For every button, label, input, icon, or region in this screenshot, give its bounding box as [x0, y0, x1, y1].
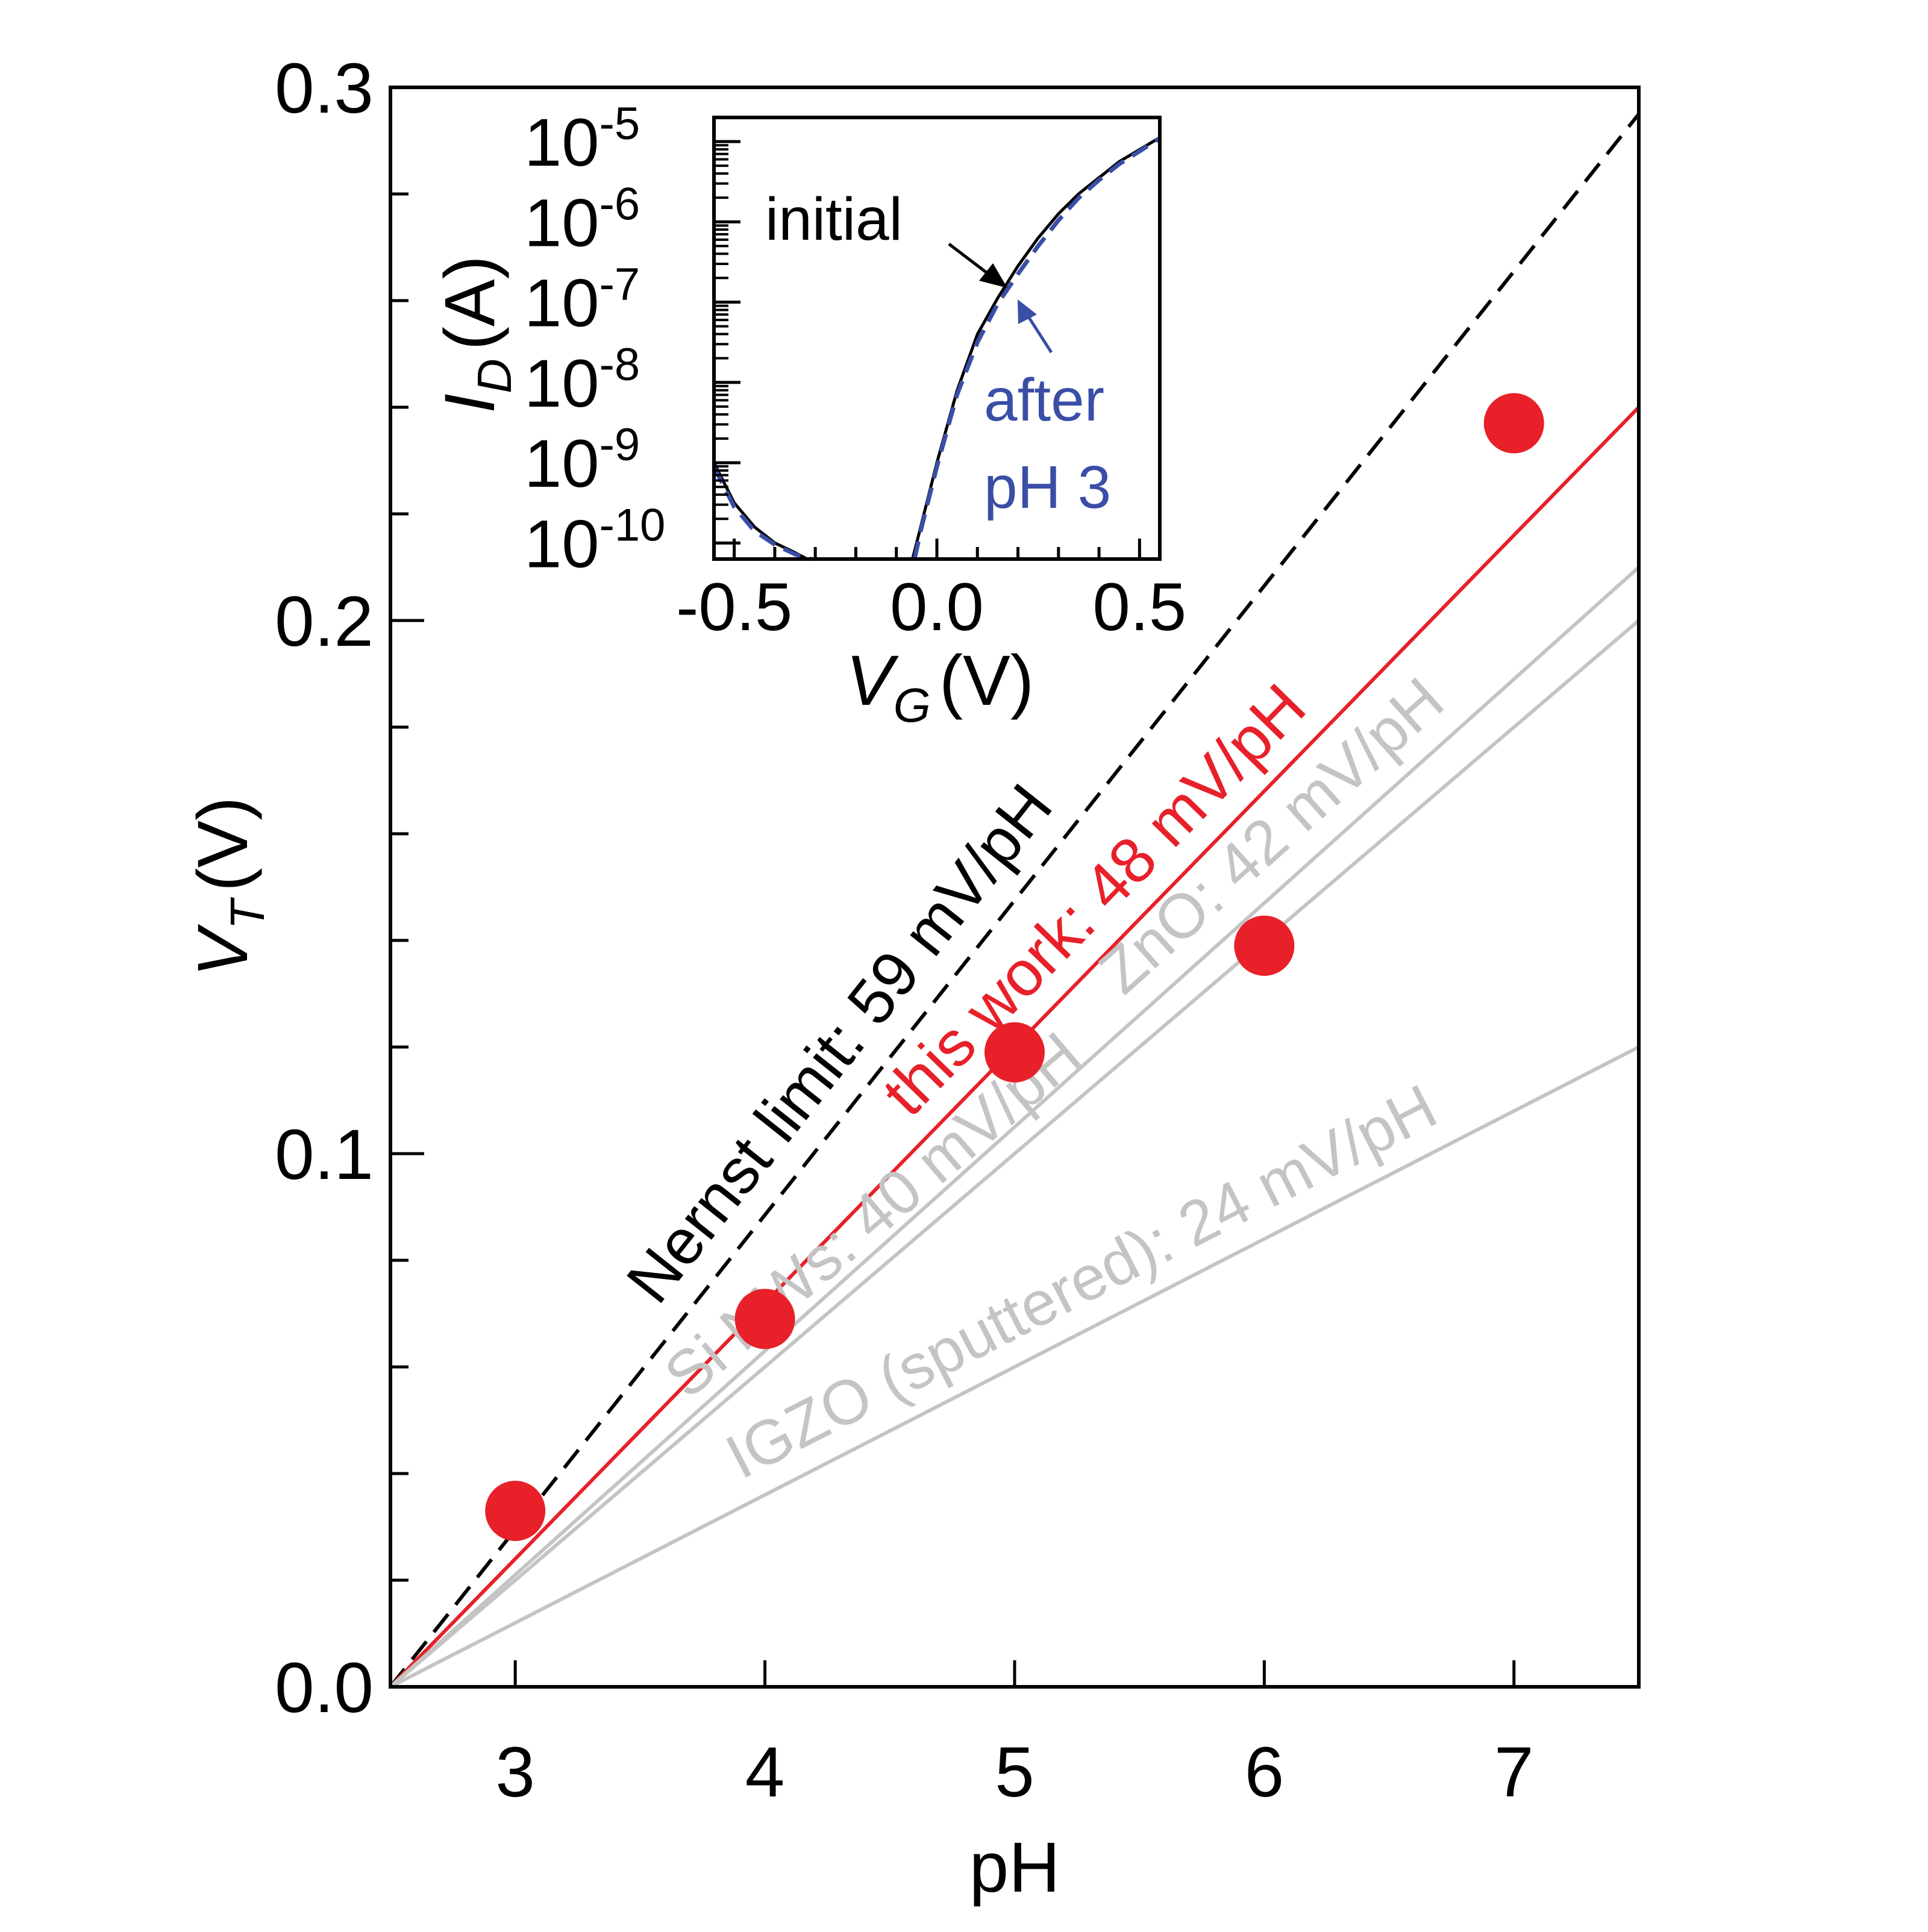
y-axis-label: VT (V): [183, 797, 274, 977]
inset-series-layer: [712, 136, 1161, 561]
series-line-nernst-limit: [389, 113, 1641, 1688]
inset-x-axis-label-subscript: G: [894, 678, 931, 732]
inset-x-tick-label: 0.0: [890, 569, 984, 645]
inset-annotation-ph3: pH 3: [984, 454, 1111, 521]
inset-x-axis-label: VG (V): [846, 641, 1034, 732]
inset-y-tick-label: 10-8: [524, 339, 640, 421]
main-axis-ticks: 3 4 5 6 7 0.0 0.1 0.2 0.3: [275, 49, 1534, 1812]
inset-arrow-after-shaft: [1024, 311, 1053, 354]
inset-annotation-after: after: [984, 366, 1104, 434]
y-tick-label: 0.0: [275, 1648, 374, 1728]
inset-arrow-after-head: [1018, 299, 1037, 324]
inset-y-axis-label-main: I: [430, 393, 510, 413]
inset-arrow-initial-head: [979, 263, 1007, 288]
data-point-ph-3: [485, 1480, 546, 1541]
series-line-si-nws: [389, 619, 1640, 1689]
inset-y-axis-label: ID (A): [430, 255, 521, 413]
inset-y-tick-label: 10-10: [524, 499, 665, 581]
inset-x-tick-label: -0.5: [676, 569, 792, 645]
inset-x-tick-label: 0.5: [1093, 569, 1187, 645]
data-point-ph-4: [734, 1289, 795, 1349]
data-point-ph-7: [1483, 393, 1544, 454]
inset-y-tick-label: 10-6: [524, 178, 640, 260]
y-axis-label-main: V: [183, 924, 263, 977]
x-tick-label: 5: [995, 1733, 1034, 1812]
inset-y-axis-label-subscript: D: [468, 358, 521, 393]
inset-x-axis-label-main: V: [846, 641, 899, 721]
inset-curve-after-ph-3-0: [712, 466, 812, 561]
inset-y-axis-label-group: ID (A): [430, 255, 521, 413]
inset-y-axis-label-unit: (A): [430, 255, 510, 350]
inset-y-tick-label: 10-7: [524, 259, 640, 341]
data-point-ph-5: [984, 1022, 1045, 1083]
y-axis-label-subscript: T: [221, 897, 274, 930]
x-tick-label: 6: [1245, 1733, 1285, 1812]
series-line-zno: [389, 566, 1641, 1689]
x-tick-label: 7: [1494, 1733, 1534, 1812]
y-tick-label: 0.3: [275, 49, 374, 128]
inset-x-axis-label-unit: (V): [939, 641, 1034, 721]
data-point-ph-6: [1234, 915, 1295, 976]
x-axis-label: pH: [969, 1828, 1060, 1907]
inset-curve-after-ph-3-1: [912, 136, 1161, 560]
x-tick-label: 3: [495, 1733, 535, 1812]
y-tick-label: 0.2: [275, 582, 374, 661]
main-data-points: [485, 393, 1544, 1541]
y-axis-label-group: VT (V): [183, 797, 274, 977]
y-axis-label-unit: (V): [183, 797, 263, 892]
inset-annotation-initial: initial: [765, 186, 903, 253]
inset-y-tick-label: 10-9: [524, 419, 640, 501]
x-tick-label: 4: [745, 1733, 785, 1812]
series-line-igzo-sputtered: [389, 1045, 1640, 1689]
y-tick-label: 0.1: [275, 1115, 374, 1195]
inset-y-tick-label: 10-5: [524, 98, 640, 180]
